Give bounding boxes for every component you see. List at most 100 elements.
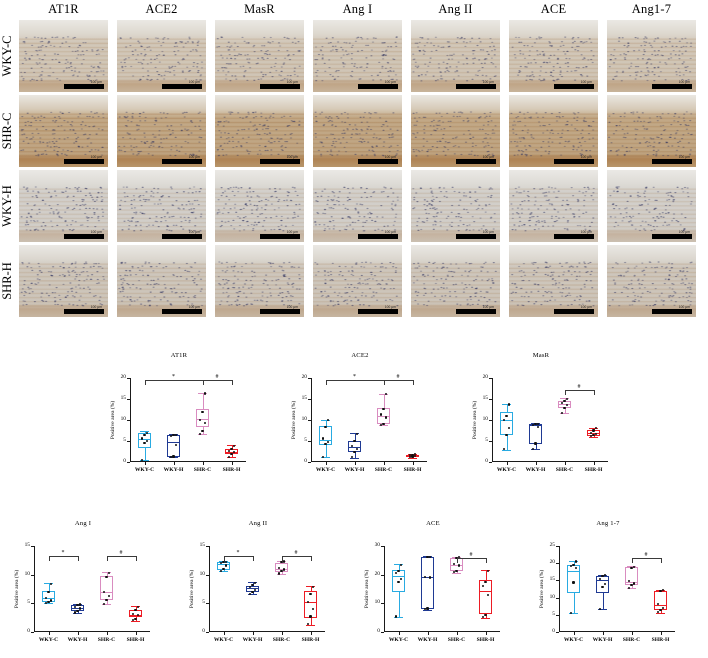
micrograph-cell: 100 µm [19, 170, 108, 242]
scale-bar-label: 100 µm [286, 305, 298, 309]
median-line [318, 440, 333, 442]
micrograph-cell: 100 µm [215, 95, 304, 167]
x-axis-tick-label-wky-h: WKY-H [592, 637, 613, 643]
chart-ace2: ACE2 Positive area (%) 0 5 10 15 20 WKY-C WKY-H S… [285, 352, 435, 482]
data-point [351, 456, 354, 459]
whisker-cap-min [393, 616, 404, 618]
whisker-cap-min [130, 620, 141, 622]
median-line [195, 419, 210, 421]
micrograph-cell: 100 µm [117, 20, 206, 92]
significance-symbol: # [294, 550, 298, 556]
data-point [628, 580, 631, 583]
whisker-upper [573, 561, 575, 565]
box [420, 557, 435, 610]
data-point [532, 447, 535, 450]
scale-bar [358, 234, 398, 239]
x-axis-tick [144, 462, 146, 465]
whisker-cap-min [168, 457, 179, 459]
data-point [594, 432, 597, 435]
micrograph-column-header-ace: ACE [540, 2, 567, 16]
data-point [395, 571, 398, 574]
data-point [482, 616, 485, 619]
x-axis-tick-label-shr-h: SHR-H [301, 637, 320, 643]
scale-bar-label: 100 µm [580, 230, 592, 234]
data-point [351, 444, 354, 447]
plot-area [34, 546, 150, 632]
box [99, 576, 114, 601]
whisker-upper [485, 570, 487, 580]
y-axis-tick-label: 5 [304, 437, 307, 443]
data-point [565, 404, 568, 407]
data-point [326, 440, 329, 443]
micrograph-cell: 100 µm [117, 245, 206, 317]
bracket-post-right [412, 380, 414, 385]
plot-area [130, 378, 246, 462]
data-point [659, 590, 662, 593]
bracket-bar [106, 556, 136, 557]
y-axis-tick-label: 0 [552, 628, 555, 634]
data-point [78, 603, 81, 606]
y-axis-tick [308, 462, 311, 463]
whisker-cap-max [320, 419, 331, 421]
x-axis-tick [106, 632, 108, 635]
median-line [216, 564, 231, 566]
data-point [411, 455, 414, 458]
data-point [453, 563, 456, 566]
scale-bar [162, 159, 202, 164]
micrograph-cell: 100 µm [509, 245, 598, 317]
whisker-cap-max [101, 572, 112, 574]
y-axis-tick-label: 10 [120, 416, 126, 422]
whisker-lower [631, 585, 633, 588]
x-axis-tick [660, 632, 662, 635]
data-point [134, 618, 137, 621]
data-point [201, 430, 204, 433]
data-point [630, 583, 633, 586]
micrograph-cell: 100 µm [607, 170, 696, 242]
whisker-cap-min [101, 604, 112, 606]
micrograph-row-header-shr-h: SHR-H [0, 262, 14, 300]
x-axis-tick [564, 462, 566, 465]
scale-bar [358, 84, 398, 89]
whisker-lower [48, 602, 50, 604]
whisker-cap-min [247, 594, 258, 596]
x-axis-tick [593, 462, 595, 465]
y-axis-label: Positive area (%) [364, 569, 370, 609]
data-point [592, 429, 595, 432]
whisker-lower [252, 591, 254, 595]
data-point [399, 578, 402, 581]
x-axis-tick-label-shr-c: SHR-C [193, 467, 212, 473]
whisker-lower [535, 443, 537, 449]
data-point [599, 577, 602, 580]
x-axis-tick [77, 632, 79, 635]
median-line [137, 439, 152, 441]
data-point [409, 456, 412, 459]
box [653, 590, 668, 610]
micrograph-cell: 100 µm [411, 95, 500, 167]
scale-bar [456, 84, 496, 89]
x-axis-tick [485, 632, 487, 635]
data-point [561, 411, 564, 414]
x-axis-tick [310, 632, 312, 635]
x-axis-tick-label-wky-h: WKY-H [67, 637, 88, 643]
box [566, 564, 581, 594]
data-point [230, 448, 233, 451]
bracket-post-left [223, 556, 225, 561]
data-point [220, 561, 223, 564]
whisker-upper [398, 564, 400, 570]
scale-bar-label: 100 µm [188, 155, 200, 159]
scale-bar [162, 309, 202, 314]
data-point [355, 447, 358, 451]
whisker-cap-max [305, 586, 316, 588]
whisker-upper [310, 586, 312, 592]
data-point [307, 622, 310, 626]
micrograph-cell: 100 µm [19, 20, 108, 92]
whisker-cap-max [559, 398, 570, 400]
plot-area [311, 378, 427, 462]
box [528, 424, 543, 444]
median-line [224, 451, 239, 453]
y-axis-label: Positive area (%) [110, 400, 116, 440]
data-point [428, 576, 431, 579]
data-point [413, 453, 416, 456]
data-point [201, 410, 204, 414]
x-axis-tick-label-shr-h: SHR-H [403, 467, 422, 473]
